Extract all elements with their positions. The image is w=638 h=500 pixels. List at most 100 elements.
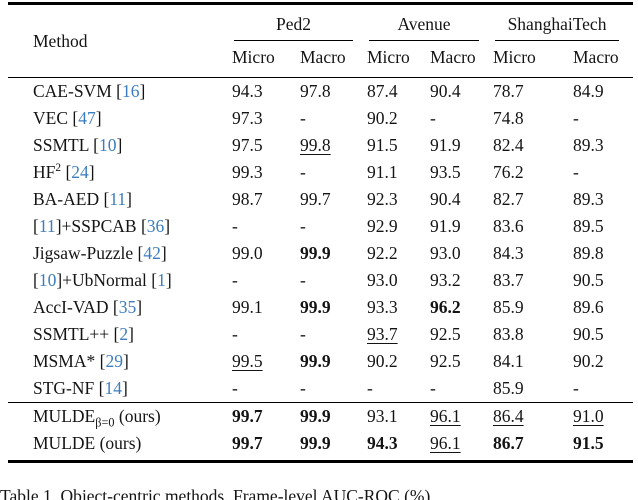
value-cell: 91.0 (573, 402, 634, 430)
method-cell: MULDEβ=0 (ours) (8, 402, 232, 430)
metric-value: 82.7 (493, 189, 524, 209)
citation-link[interactable]: 11 (38, 216, 56, 236)
metric-value: 96.1 (430, 433, 461, 453)
metric-value: 84.3 (493, 243, 524, 263)
method-text: ] (95, 108, 102, 128)
metric-value: 93.1 (367, 406, 398, 426)
metric-value: 99.0 (232, 243, 263, 263)
metric-value: 99.9 (300, 351, 331, 371)
value-cell: 76.2 (493, 159, 573, 186)
group-header-shanghaitech: ShanghaiTech (493, 4, 633, 41)
value-cell: 99.7 (232, 430, 300, 462)
group-label-avenue: Avenue (397, 14, 451, 34)
metric-value: 87.4 (367, 81, 398, 101)
method-cell: [11]+SSPCAB [36] (8, 213, 232, 240)
method-text: VEC [ (33, 108, 79, 128)
table-row: BA-AED [11] 98.7 99.7 92.3 90.4 82.7 89.3 (8, 186, 633, 213)
metric-value: - (430, 108, 436, 128)
metric-value: - (232, 324, 238, 344)
method-cell: BA-AED [11] (8, 186, 232, 213)
metric-value: - (232, 216, 238, 236)
method-text: [ (33, 270, 39, 290)
table-row: HF2 [24] 99.3-91.1 93.5 76.2- (8, 159, 633, 186)
method-cell: VEC [47] (8, 105, 232, 132)
metric-value: 89.8 (573, 243, 604, 263)
citation-link[interactable]: 35 (118, 297, 137, 317)
method-text: ] (136, 297, 143, 317)
value-cell: 83.6 (493, 213, 573, 240)
value-cell: 91.1 (367, 159, 430, 186)
value-cell: 97.3 (232, 105, 300, 132)
value-cell: 93.3 (367, 294, 430, 321)
metric-value: 99.9 (300, 297, 331, 317)
citation-link[interactable]: 14 (104, 378, 122, 398)
metric-value: 90.4 (430, 81, 461, 101)
group-label-ped2: Ped2 (276, 14, 311, 34)
value-cell: 92.5 (430, 348, 493, 375)
method-text: ] (139, 81, 146, 101)
citation-link[interactable]: 10 (98, 135, 117, 155)
value-cell: 89.3 (573, 132, 633, 159)
value-cell: 96.1 (430, 402, 493, 430)
group-label-shanghaitech: ShanghaiTech (507, 14, 607, 34)
metric-value: 96.2 (430, 297, 461, 317)
method-text: (ours) (114, 406, 161, 426)
value-cell: 91.5 (367, 132, 430, 159)
value-cell: - (232, 321, 300, 348)
citation-link[interactable]: 1 (157, 270, 166, 290)
method-text: CAE-SVM [ (33, 81, 122, 101)
subheader-avenue-micro: Micro (367, 41, 430, 78)
citation-link[interactable]: 16 (121, 81, 140, 101)
value-cell: - (573, 159, 633, 186)
subheader-shanghaitech-macro: Macro (573, 41, 634, 78)
method-text: 2 (55, 162, 62, 175)
method-text: HF (33, 162, 56, 182)
value-cell: - (300, 267, 367, 294)
table-row: AccI-VAD [35] 99.1 99.9 93.3 96.2 85.9 89.6 (8, 294, 633, 321)
metric-value: 92.9 (367, 216, 398, 236)
metric-value: 93.7 (367, 324, 398, 344)
value-cell: 92.9 (367, 213, 430, 240)
value-cell: 83.8 (493, 321, 573, 348)
metric-value: 82.4 (493, 135, 524, 155)
metric-value: 90.5 (573, 270, 604, 290)
value-cell: 84.9 (573, 78, 633, 106)
table-row: [11]+SSPCAB [36] - -92.9 91.9 83.6 89.5 (8, 213, 633, 240)
value-cell: - (300, 321, 367, 348)
metric-value: 94.3 (232, 81, 263, 101)
metric-value: - (300, 162, 306, 182)
citation-link[interactable]: 47 (78, 108, 96, 128)
citation-link[interactable]: 29 (105, 351, 123, 371)
metric-value: 84.1 (493, 351, 524, 371)
metric-value: - (300, 324, 306, 344)
value-cell: 92.5 (430, 321, 493, 348)
table-row: MULDEβ=0 (ours) 99.7 99.9 93.1 96.1 86.4 91.0 (8, 402, 634, 430)
citation-link[interactable]: 2 (119, 324, 129, 344)
metric-value: 99.9 (300, 406, 331, 426)
citation-link[interactable]: 11 (109, 189, 127, 209)
value-cell: 93.0 (367, 267, 430, 294)
metric-value: 93.0 (430, 243, 461, 263)
value-cell: 91.9 (430, 132, 493, 159)
value-cell: 90.5 (573, 267, 633, 294)
method-text: ] (116, 135, 123, 155)
metric-value: 90.2 (573, 351, 604, 371)
table-body: CAE-SVM [16] 94.3 97.8 87.4 90.4 78.7 84.9 VEC … (8, 78, 634, 462)
metric-value: - (300, 216, 306, 236)
results-table: Method Ped2 Avenue ShanghaiTech (8, 2, 634, 463)
citation-link[interactable]: 36 (146, 216, 165, 236)
value-cell: 86.4 (493, 402, 573, 430)
value-cell: 98.7 (232, 186, 300, 213)
value-cell: 85.9 (493, 375, 573, 403)
metric-value: - (300, 378, 306, 398)
metric-value: - (300, 108, 306, 128)
metric-value: 91.1 (367, 162, 398, 182)
citation-link[interactable]: 10 (38, 270, 57, 290)
value-cell: 99.7 (232, 402, 300, 430)
value-cell: 96.1 (430, 430, 493, 462)
citation-link[interactable]: 24 (71, 162, 89, 182)
method-text: ] (165, 270, 172, 290)
value-cell: 99.9 (300, 294, 367, 321)
citation-link[interactable]: 42 (143, 243, 161, 263)
value-cell: 90.2 (367, 105, 430, 132)
